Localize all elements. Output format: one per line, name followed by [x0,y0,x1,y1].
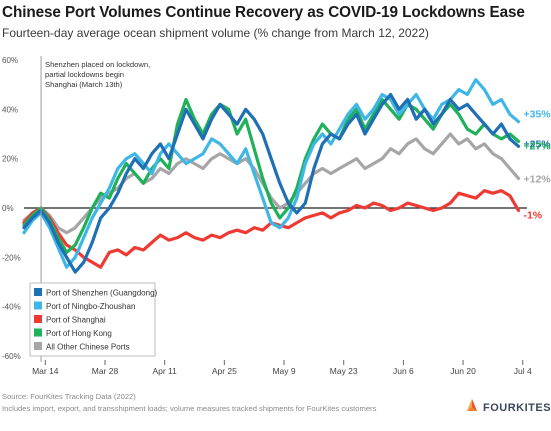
end-label-4: +12% [523,173,551,185]
y-tick-label: -20% [2,253,21,262]
legend-label-3: Port of Hong Kong [46,329,112,338]
legend-swatch-1 [34,301,42,310]
logo-text: FOURKITES [483,401,551,414]
x-tick-label: Jul 4 [514,366,532,376]
legend-swatch-4 [34,342,42,350]
y-tick-label: -40% [2,303,21,312]
x-tick-label: Jun 6 [393,366,414,376]
legend-swatch-0 [34,288,42,296]
legend-swatch-2 [34,315,42,323]
fourkites-logo: FOURKITES [464,398,551,417]
legend-label-2: Port of Shanghai [46,316,106,325]
end-labels-group: +25% +35% -1% +27% +12% [523,109,551,222]
y-tick-label: -60% [2,352,21,361]
legend-group: Port of Shenzhen (Guangdong) Port of Ning… [29,282,158,357]
series-line-4 [22,132,521,235]
legend-box [29,282,156,357]
lockdown-annotation: Shenzhen placed on lockdown, partial lock… [45,60,150,89]
kite-icon [464,398,480,417]
legend-label-0: Port of Shenzhen (Guangdong) [46,289,158,298]
y-tick-label: 0% [2,204,14,213]
x-tick-label: May 23 [330,366,358,376]
end-label-3: +27% [523,140,551,152]
x-tick-label: May 9 [272,366,295,376]
x-tick-label: Apr 25 [212,366,237,376]
series-line-0 [22,92,521,274]
legend-swatch-3 [34,328,42,337]
y-tick-label: 20% [2,155,18,164]
x-tick-label: Jun 20 [450,366,476,376]
y-tick-label: 60% [2,56,18,65]
footnote: Includes import, export, and transshipme… [2,404,377,413]
end-label-0: +25% [523,138,551,150]
end-label-2: -1% [523,209,542,221]
series-lines-group [22,78,521,274]
series-line-1 [22,78,521,269]
y-tick-label: 40% [2,105,18,114]
chart-title: Chinese Port Volumes Continue Recovery a… [2,4,525,21]
series-line-3 [22,97,521,254]
x-tick-label: Mar 28 [92,366,119,376]
legend-label-4: All Other Chinese Ports [46,343,130,352]
source-note: Source: FourKites Tracking Data (2022) [2,392,136,401]
x-tick-label: Mar 14 [32,366,59,376]
legend-label-1: Port of Ningbo-Zhoushan [46,302,135,311]
chart-subtitle: Fourteen-day average ocean shipment volu… [2,26,429,40]
end-label-1: +35% [523,109,551,121]
x-tick-label: Apr 11 [152,366,177,376]
